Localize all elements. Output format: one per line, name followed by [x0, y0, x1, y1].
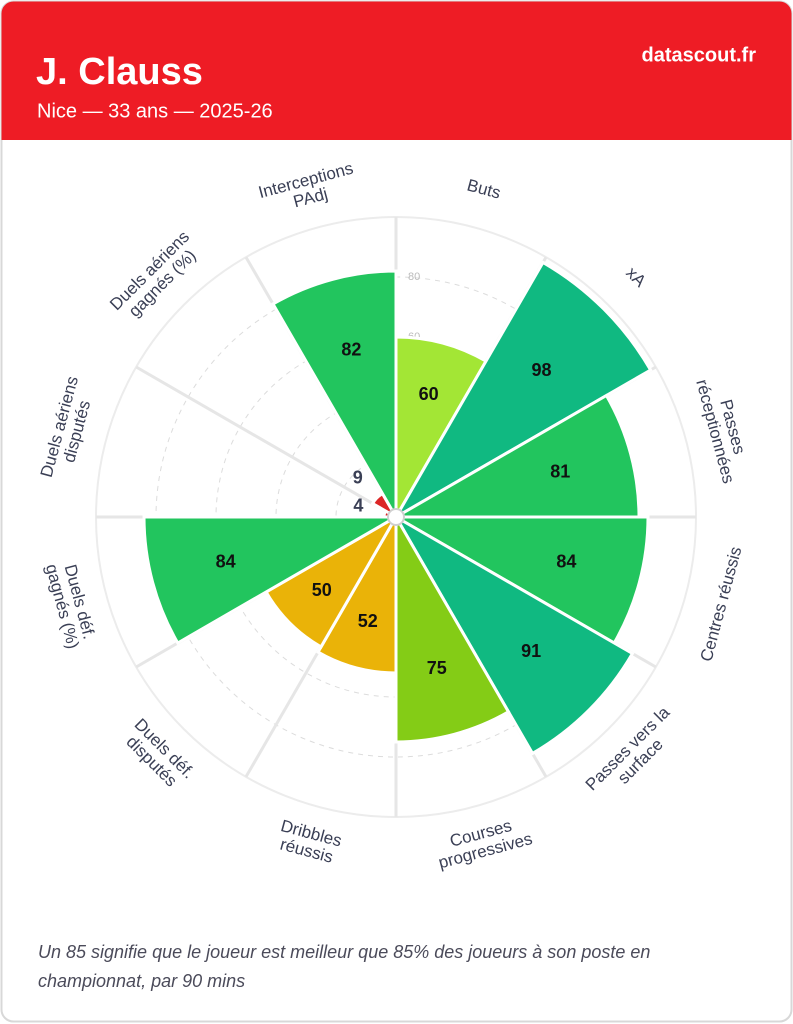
brand: datascout.fr — [642, 44, 757, 66]
bar — [390, 393, 641, 519]
bar — [390, 515, 650, 646]
center-hub — [387, 508, 405, 526]
r-tick-label: 80 — [408, 271, 420, 283]
subtitle: Nice — 33 ans — 2025-26 — [37, 100, 273, 122]
value-label: 52 — [358, 611, 378, 631]
value-label: 91 — [521, 641, 541, 661]
value-label: 60 — [419, 384, 439, 404]
value-label: 9 — [353, 468, 363, 488]
footer-note: Un 85 signifie que le joueur est meilleu… — [38, 942, 651, 991]
bar — [270, 269, 398, 523]
value-label: 82 — [341, 339, 361, 359]
value-label: 98 — [532, 360, 552, 380]
spoke — [135, 365, 397, 519]
header-band — [1, 1, 792, 140]
bar — [142, 515, 402, 646]
value-label: 4 — [353, 496, 363, 516]
value-label: 84 — [556, 551, 576, 571]
value-label: 50 — [312, 580, 332, 600]
bar — [391, 260, 653, 522]
bar — [394, 335, 489, 523]
value-label: 75 — [427, 658, 447, 678]
bar — [394, 511, 511, 744]
title: J. Clauss — [36, 51, 203, 93]
bar — [315, 511, 398, 675]
value-label: 84 — [216, 551, 236, 571]
value-label: 81 — [550, 462, 570, 482]
bar — [391, 512, 635, 756]
